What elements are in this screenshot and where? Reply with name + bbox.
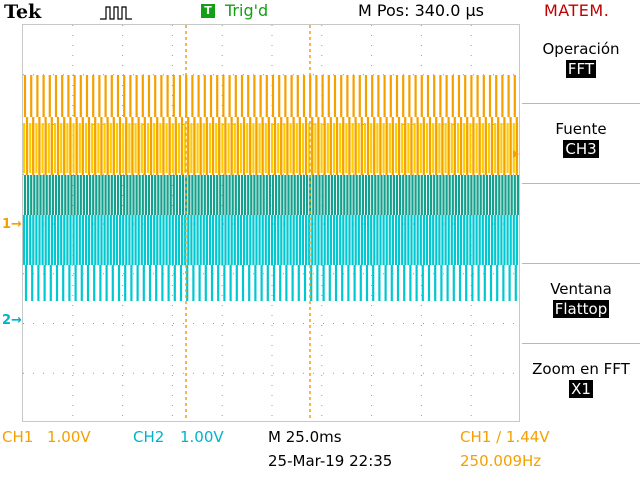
trigger-readout: CH1 ∕ 1.44V: [460, 428, 550, 446]
menu-window-value: Flattop: [552, 300, 610, 318]
menu-operation[interactable]: Operación FFT: [522, 24, 640, 104]
menu-fft-zoom-value: X1: [569, 380, 593, 398]
menu-empty-slot[interactable]: [522, 184, 640, 264]
ch1-scale: 1.00V: [47, 428, 91, 446]
menu-source-value: CH3: [563, 140, 599, 158]
trigger-status: Trig'd: [225, 1, 269, 20]
menu-fft-zoom-label: Zoom en FFT: [532, 360, 630, 378]
side-menu: Operación FFT Fuente CH3 Ventana Flattop…: [522, 24, 640, 424]
menu-window[interactable]: Ventana Flattop: [522, 264, 640, 344]
menu-fft-zoom[interactable]: Zoom en FFT X1: [522, 344, 640, 424]
bottom-status-bar: CH1 1.00V CH2 1.00V M 25.0ms 25-Mar-19 2…: [0, 424, 640, 480]
menu-operation-value: FFT: [565, 60, 597, 78]
ch2-waveform-lower: [24, 265, 517, 301]
waveform-display: [22, 24, 520, 422]
ch1-waveform-upper: [23, 75, 516, 117]
menu-window-label: Ventana: [550, 280, 612, 298]
ch2-ground-marker: 2→: [2, 313, 22, 328]
ch1-label: CH1: [2, 428, 34, 446]
menu-source[interactable]: Fuente CH3: [522, 104, 640, 184]
menu-mode-title: MATEM.: [544, 1, 610, 20]
top-status-bar: Tek T Trig'd M Pos: 340.0 µs MATEM.: [0, 0, 640, 24]
menu-source-label: Fuente: [555, 120, 607, 138]
brand-logo: Tek: [4, 1, 42, 23]
overlap-waveform: [23, 175, 519, 215]
timebase-readout: M 25.0ms: [268, 428, 342, 446]
ch1-ground-marker: 1→: [2, 217, 22, 232]
horizontal-position: M Pos: 340.0 µs: [358, 1, 484, 20]
trigger-badge: T: [201, 4, 215, 18]
date-time: 25-Mar-19 22:35: [268, 452, 393, 470]
pulse-run-icon: [100, 6, 132, 20]
frequency-readout: 250.009Hz: [460, 452, 542, 470]
ch2-waveform-dense: [23, 215, 519, 265]
ch2-label: CH2: [133, 428, 165, 446]
menu-operation-label: Operación: [542, 40, 620, 58]
ch2-scale: 1.00V: [180, 428, 224, 446]
ch1-waveform-dense: [23, 123, 519, 173]
ch1-waveform-spikes: [25, 117, 518, 175]
trigger-level-marker: [513, 150, 519, 158]
waveform-graticule: [23, 25, 519, 421]
